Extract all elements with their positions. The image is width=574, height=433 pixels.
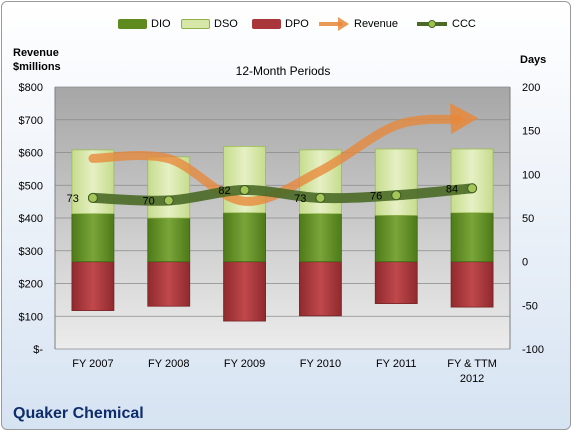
- ccc-marker: [239, 185, 250, 196]
- right-tick-label: 0: [522, 257, 528, 269]
- left-tick-label: $200: [19, 279, 43, 291]
- ccc-marker: [467, 183, 478, 194]
- left-tick-label: $500: [19, 180, 43, 192]
- legend-label-ccc: CCC: [452, 18, 476, 30]
- chart-subtitle: 12-Month Periods: [236, 64, 331, 78]
- left-axis-title-line1: Revenue: [13, 47, 59, 59]
- right-tick-label: -100: [522, 344, 544, 356]
- bar-dpo: [299, 261, 342, 317]
- ccc-line: [87, 183, 478, 206]
- legend-label-revenue: Revenue: [354, 18, 399, 30]
- ccc-data-label: 70: [143, 196, 155, 208]
- right-tick-label: 200: [522, 82, 540, 94]
- bar-dso: [374, 148, 418, 216]
- bar-dio: [71, 213, 115, 263]
- ccc-data-label: 82: [218, 185, 230, 197]
- left-tick-label: $800: [19, 82, 43, 94]
- bar-dpo: [374, 261, 418, 304]
- bar-dio: [374, 214, 418, 263]
- ccc-data-label: 84: [446, 183, 458, 195]
- bar-dio: [450, 212, 494, 263]
- ccc-marker: [163, 195, 174, 206]
- bar-dio: [223, 212, 266, 263]
- right-tick-label: -50: [522, 300, 538, 312]
- x-tick-label: FY 2010: [300, 358, 341, 370]
- ccc-marker: [391, 190, 402, 201]
- left-tick-label: $-: [33, 344, 43, 356]
- company-name: Quaker Chemical: [13, 405, 144, 422]
- legend-swatch-dso: [181, 19, 210, 29]
- revenue-arrowhead-icon: [450, 103, 479, 135]
- legend-label-dio: DIO: [151, 18, 171, 30]
- bar-dio: [147, 217, 191, 263]
- bar-dso: [450, 148, 494, 214]
- x-tick-label: FY 2011: [376, 358, 417, 370]
- legend-label-dso: DSO: [214, 18, 238, 30]
- left-tick-label: $300: [19, 246, 43, 258]
- left-tick-label: $600: [19, 148, 43, 160]
- ccc-data-label: 73: [294, 193, 306, 205]
- legend-label-dpo: DPO: [285, 18, 309, 30]
- right-axis-title: Days: [520, 54, 547, 66]
- bar-dpo: [147, 261, 191, 307]
- bar-dpo: [450, 261, 494, 308]
- legend-arrow-icon: [319, 17, 349, 31]
- ccc-data-label: 76: [370, 190, 382, 202]
- x-tick-label: FY 2009: [224, 358, 265, 370]
- bar-dpo: [71, 261, 115, 311]
- right-tick-label: 150: [522, 126, 540, 138]
- left-axis-title: Revenue $millions: [13, 46, 61, 74]
- legend-swatch-dpo: [252, 19, 281, 29]
- bar-dpo: [223, 261, 266, 322]
- legend-swatch-dio: [118, 19, 147, 29]
- right-tick-label: 50: [522, 213, 534, 225]
- x-tick-label: FY 2007: [72, 358, 113, 370]
- left-tick-label: $400: [19, 213, 43, 225]
- x-tick-label-line2: 2012: [460, 373, 484, 385]
- x-tick-label: FY 2008: [148, 358, 189, 370]
- right-tick-label: 100: [522, 169, 540, 181]
- ccc-data-label: 73: [67, 193, 79, 205]
- legend-ccc-line-icon: [417, 20, 447, 28]
- x-tick-label: FY & TTM: [447, 358, 497, 370]
- left-tick-label: $700: [19, 115, 43, 127]
- left-axis-title-line2: $millions: [13, 61, 61, 73]
- bar-dio: [299, 213, 342, 263]
- ccc-marker: [87, 192, 98, 203]
- left-tick-label: $100: [19, 311, 43, 323]
- ccc-marker: [315, 192, 326, 203]
